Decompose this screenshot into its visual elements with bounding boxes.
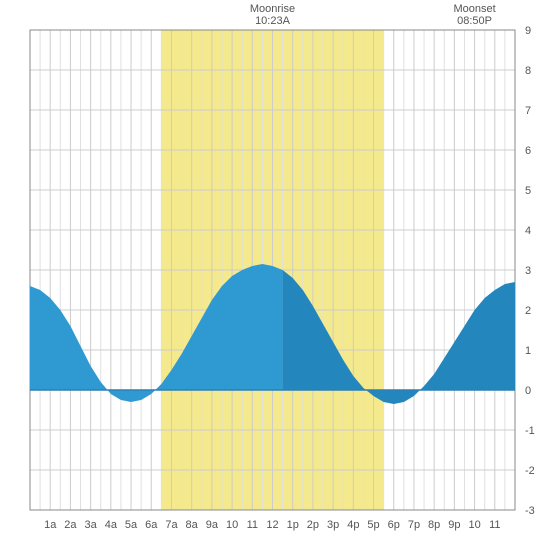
x-tick-label: 3a xyxy=(85,519,98,531)
x-tick-label: 8p xyxy=(428,519,440,531)
y-tick-label: 2 xyxy=(525,305,531,317)
x-tick-label: 2a xyxy=(64,519,77,531)
x-tick-label: 1p xyxy=(287,519,299,531)
moonset-time: 08:50P xyxy=(457,15,492,27)
x-tick-label: 6p xyxy=(388,519,400,531)
y-tick-label: 0 xyxy=(525,385,531,397)
y-tick-label: 1 xyxy=(525,345,531,357)
x-tick-label: 9p xyxy=(448,519,460,531)
x-tick-label: 2p xyxy=(307,519,319,531)
x-tick-label: 5p xyxy=(367,519,379,531)
x-tick-label: 11 xyxy=(489,519,500,531)
x-tick-label: 7p xyxy=(408,519,420,531)
y-tick-label: 6 xyxy=(525,145,531,157)
y-tick-label: 3 xyxy=(525,265,531,277)
tide-chart: 1a2a3a4a5a6a7a8a9a1011121p2p3p4p5p6p7p8p… xyxy=(0,0,550,550)
y-tick-label: 7 xyxy=(525,105,531,117)
x-tick-label: 9a xyxy=(206,519,219,531)
x-tick-label: 4a xyxy=(105,519,118,531)
chart-svg: 1a2a3a4a5a6a7a8a9a1011121p2p3p4p5p6p7p8p… xyxy=(0,0,550,550)
x-tick-label: 7a xyxy=(165,519,178,531)
moonrise-time: 10:23A xyxy=(255,15,291,27)
x-tick-label: 6a xyxy=(145,519,158,531)
y-tick-label: -3 xyxy=(525,505,535,517)
moonrise-label: Moonrise xyxy=(250,3,295,15)
x-tick-label: 4p xyxy=(347,519,359,531)
x-tick-label: 8a xyxy=(186,519,199,531)
y-tick-label: 4 xyxy=(525,225,531,237)
y-tick-label: 5 xyxy=(525,185,531,197)
x-tick-label: 12 xyxy=(266,519,278,531)
y-tick-label: 8 xyxy=(525,65,531,77)
x-tick-label: 10 xyxy=(226,519,238,531)
y-tick-label: -1 xyxy=(525,425,535,437)
x-tick-label: 1a xyxy=(44,519,57,531)
y-tick-label: 9 xyxy=(525,25,531,37)
moonset-label: Moonset xyxy=(453,3,495,15)
y-tick-label: -2 xyxy=(525,465,535,477)
x-tick-label: 11 xyxy=(247,519,258,531)
x-tick-label: 3p xyxy=(327,519,339,531)
x-tick-label: 5a xyxy=(125,519,138,531)
x-tick-label: 10 xyxy=(468,519,480,531)
